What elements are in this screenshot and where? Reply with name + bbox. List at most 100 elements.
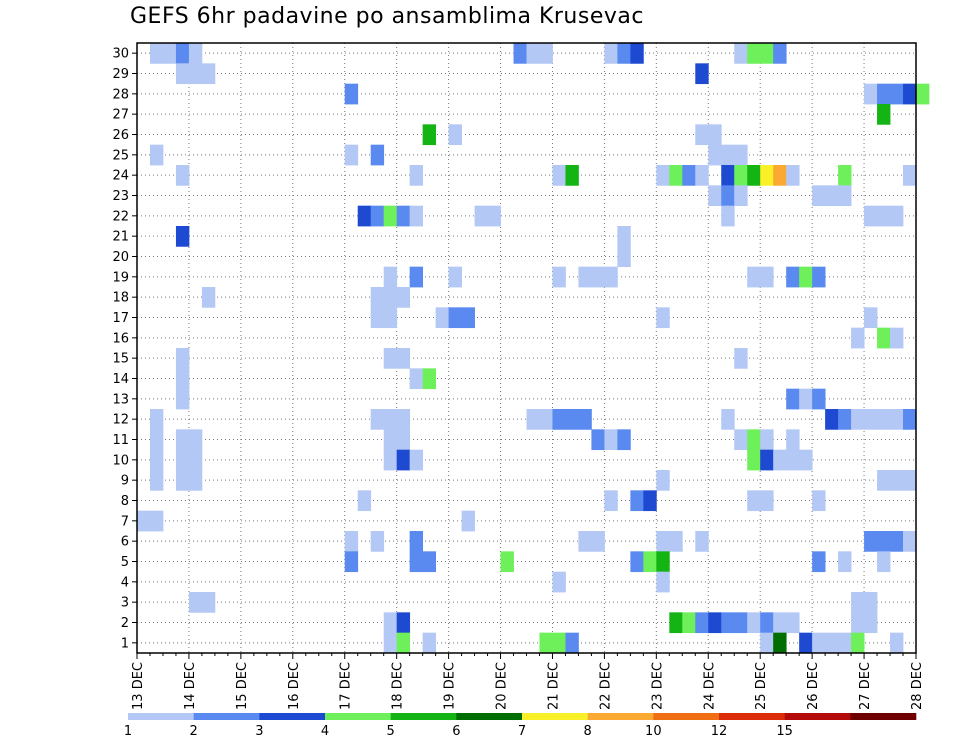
heatmap-cell-m10-t19 <box>383 449 398 471</box>
heatmap-cell-m17-t23 <box>435 307 449 329</box>
heatmap-cell-m14-t21 <box>409 368 424 390</box>
heatmap-cell-m23-t54 <box>838 185 852 207</box>
heatmap-cell-m12-t32 <box>552 409 566 430</box>
heatmap-cell-m10-t47 <box>747 449 761 471</box>
heatmap-cell-m21-t3 <box>175 226 190 247</box>
heatmap-cell-m30-t3 <box>175 43 190 64</box>
heatmap-cell-m12-t34 <box>578 409 592 430</box>
heatmap-cell-m22-t20 <box>396 205 411 227</box>
heatmap-cell-m24-t48 <box>760 165 774 186</box>
heatmap-cell-m22-t58 <box>890 205 904 227</box>
heatmap-cell-m24-t32 <box>552 165 566 186</box>
heatmap-cell-m8-t38 <box>630 490 644 512</box>
heatmap-cell-m9-t40 <box>656 470 670 491</box>
heatmap-cell-m12-t45 <box>721 409 735 430</box>
x-tick-label: 28 DEC <box>910 662 925 710</box>
y-tick-label: 28 <box>112 87 129 102</box>
heatmap-cell-m18-t19 <box>383 287 398 308</box>
heatmap-cell-m11-t50 <box>786 429 800 451</box>
x-tick-label: 20 DEC <box>495 662 510 710</box>
heatmap-cell-m24-t54 <box>838 165 852 186</box>
colorbar-label: 5 <box>387 724 395 739</box>
y-tick-label: 10 <box>112 453 129 468</box>
colorbar-label: 8 <box>584 724 592 739</box>
heatmap-cell-m25-t46 <box>734 144 748 166</box>
colorbar-swatch-4 <box>325 713 391 720</box>
heatmap-cell-m25-t45 <box>721 144 735 166</box>
y-tick-label: 25 <box>112 148 129 163</box>
heatmap-cell-m10-t4 <box>188 449 203 471</box>
heatmap-cell-m4-t40 <box>656 571 670 593</box>
heatmap-cell-m30-t2 <box>162 43 177 64</box>
x-tick-label: 25 DEC <box>754 662 769 710</box>
heatmap-cell-m3-t4 <box>188 592 203 613</box>
chart-title: GEFS 6hr padavine po ansamblima Krusevac <box>130 4 644 29</box>
heatmap-cell-m8-t39 <box>643 490 657 512</box>
heatmap-cell-m17-t25 <box>461 307 475 329</box>
colorbar-swatch-5 <box>390 713 457 720</box>
heatmap-cell-m12-t58 <box>890 409 904 430</box>
heatmap-cell-m11-t47 <box>747 429 761 451</box>
y-tick-label: 17 <box>112 311 129 326</box>
heatmap-cell-m29-t3 <box>175 63 190 85</box>
heatmap-cell-m1-t20 <box>396 632 411 654</box>
colorbar-label: 2 <box>190 724 198 739</box>
heatmap-cell-m27-t57 <box>877 104 891 125</box>
heatmap-cell-m6-t18 <box>370 531 385 552</box>
heatmap-cell-m12-t31 <box>539 409 553 430</box>
heatmap-cell-m10-t21 <box>409 449 424 471</box>
heatmap-cell-m18-t5 <box>201 287 216 308</box>
colorbar-swatch-11 <box>784 713 851 720</box>
heatmap-cell-m12-t30 <box>526 409 540 430</box>
colorbar-label: 3 <box>255 724 263 739</box>
heatmap-cell-m2-t20 <box>396 612 411 634</box>
y-tick-label: 23 <box>112 189 129 204</box>
heatmap-cell-m28-t57 <box>877 83 891 105</box>
heatmap-cell-m24-t21 <box>409 165 424 186</box>
heatmap-cell-m2-t42 <box>682 612 696 634</box>
heatmap-cell-m5-t16 <box>344 551 359 573</box>
heatmap-cell-m26-t22 <box>422 124 437 146</box>
heatmap-cell-m10-t48 <box>760 449 774 471</box>
heatmap-cell-m1-t52 <box>812 632 826 654</box>
heatmap-cell-m1-t19 <box>383 632 398 654</box>
heatmap-cell-m11-t3 <box>175 429 190 451</box>
heatmap-cell-m28-t60 <box>916 83 930 105</box>
y-tick-label: 15 <box>112 352 129 367</box>
heatmap-cell-m30-t47 <box>747 43 761 64</box>
heatmap-cell-m5-t57 <box>877 551 891 573</box>
heatmap-cell-m19-t52 <box>812 266 826 288</box>
heatmap-cell-m6-t58 <box>890 531 904 552</box>
heatmap-cell-m29-t5 <box>201 63 216 85</box>
heatmap-cell-m26-t43 <box>695 124 709 146</box>
heatmap-cell-m12-t33 <box>565 409 579 430</box>
heatmap-cell-m1-t53 <box>825 632 839 654</box>
heatmap-cell-m22-t26 <box>474 205 488 227</box>
heatmap-cell-m24-t45 <box>721 165 735 186</box>
x-tick-label: 26 DEC <box>806 662 821 710</box>
heatmap-cell-m11-t46 <box>734 429 748 451</box>
heatmap-cell-m10-t20 <box>396 449 411 471</box>
heatmap-cell-m13-t50 <box>786 388 800 410</box>
heatmap-cell-m1-t22 <box>422 632 437 654</box>
heatmap-cell-m20-t37 <box>617 246 631 268</box>
colorbar-swatch-12 <box>850 713 917 720</box>
heatmap-cell-m6-t35 <box>591 531 605 552</box>
colorbar-label: 7 <box>518 724 526 739</box>
heatmap-cell-m13-t51 <box>799 388 813 410</box>
colorbar-swatch-8 <box>587 713 654 720</box>
colorbar-swatch-7 <box>522 713 588 720</box>
heatmap-cell-m30-t49 <box>773 43 787 64</box>
heatmap-cell-m3-t56 <box>864 592 878 613</box>
heatmap-cell-m22-t17 <box>357 205 372 227</box>
heatmap-cell-m12-t18 <box>370 409 385 430</box>
heatmap-cell-m12-t1 <box>149 409 164 430</box>
heatmap-cell-m2-t43 <box>695 612 709 634</box>
heatmap-cell-m8-t48 <box>760 490 774 512</box>
heatmap-cell-m30-t46 <box>734 43 748 64</box>
heatmap-cell-m10-t1 <box>149 449 164 471</box>
heatmap-cell-m28-t58 <box>890 83 904 105</box>
heatmap-cell-m12-t20 <box>396 409 411 430</box>
heatmap-cell-m24-t3 <box>175 165 190 186</box>
heatmap-cell-m19-t48 <box>760 266 774 288</box>
